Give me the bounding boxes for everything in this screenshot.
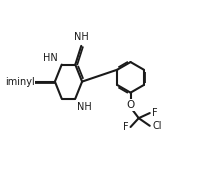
- Text: F: F: [123, 122, 129, 132]
- Text: NH: NH: [77, 102, 92, 112]
- Text: Cl: Cl: [152, 121, 162, 131]
- Text: HN: HN: [43, 53, 57, 63]
- Text: NH: NH: [74, 32, 89, 42]
- Text: iminyl: iminyl: [5, 77, 35, 87]
- Text: F: F: [152, 108, 158, 118]
- Text: O: O: [126, 100, 135, 110]
